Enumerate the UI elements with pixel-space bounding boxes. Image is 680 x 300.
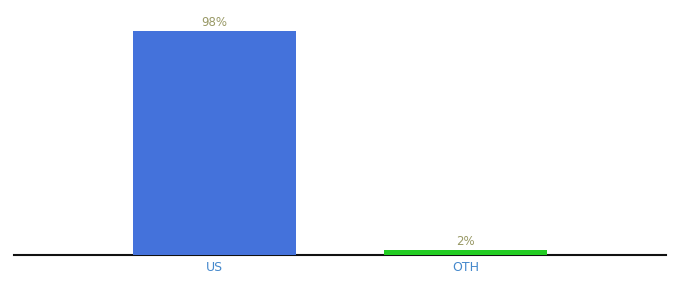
Text: 98%: 98%: [201, 16, 228, 29]
Text: 2%: 2%: [456, 235, 475, 248]
Bar: [133, 31, 296, 255]
Bar: [384, 250, 547, 255]
